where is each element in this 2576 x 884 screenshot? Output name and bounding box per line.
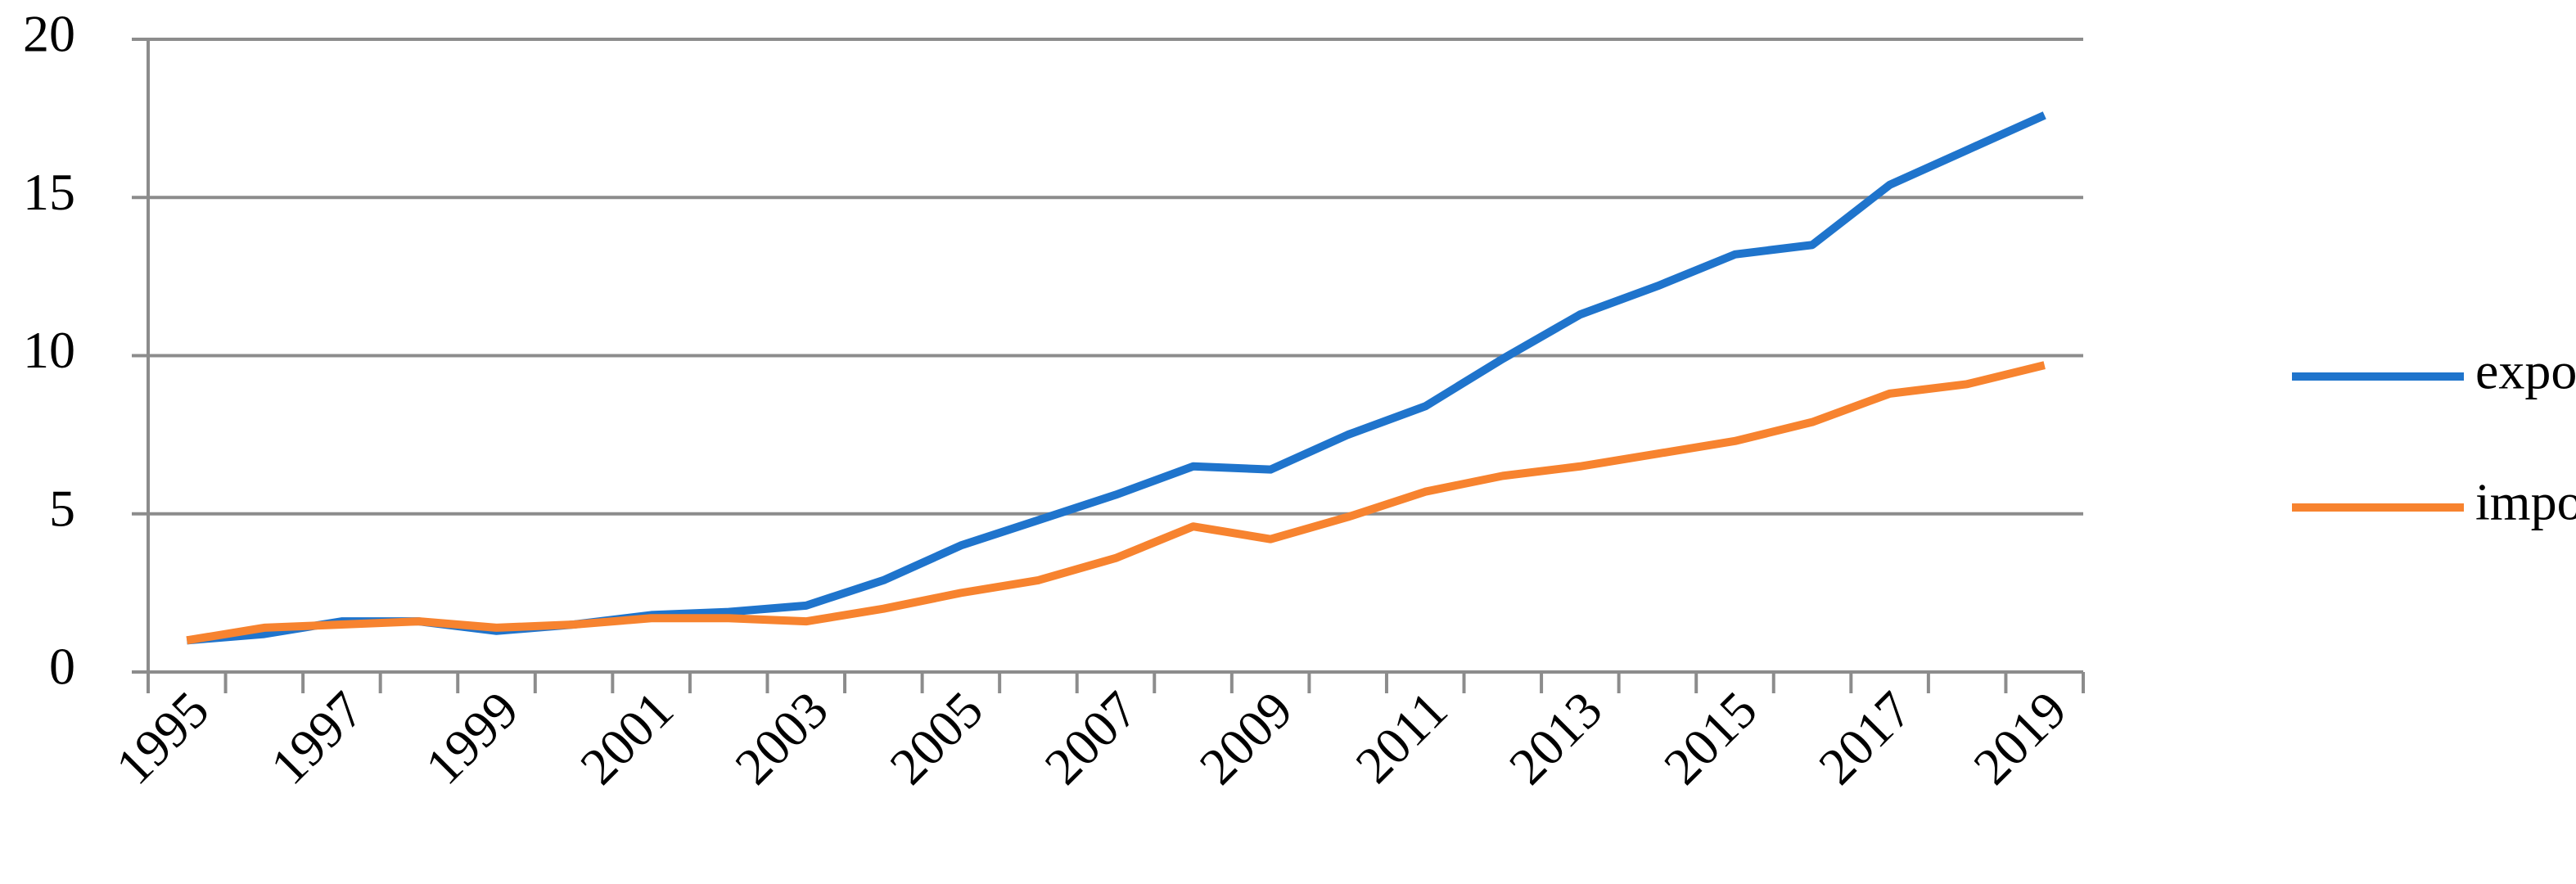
y-tick-label: 10 (23, 321, 75, 379)
x-tick-label: 2013 (1498, 680, 1613, 796)
x-tick-label: 2001 (569, 680, 684, 796)
x-tick-label: 2017 (1807, 680, 1923, 796)
legend-label: export (2475, 342, 2576, 400)
y-tick-label: 20 (23, 5, 75, 63)
x-tick-label: 1999 (414, 680, 530, 796)
x-tick-label: 2009 (1189, 680, 1304, 796)
series-line (186, 361, 2046, 645)
y-tick-label: 5 (49, 479, 75, 537)
x-tick-label: 2011 (1344, 680, 1458, 794)
x-tick-label: 1995 (105, 680, 220, 796)
legend-label: import (2475, 473, 2576, 531)
x-tick-label: 2019 (1962, 680, 2077, 796)
x-tick-label: 1997 (259, 680, 375, 796)
y-tick-label: 0 (49, 638, 75, 696)
x-tick-label: 2003 (724, 680, 839, 796)
y-tick-label: 15 (23, 163, 75, 221)
x-tick-label: 2007 (1034, 680, 1149, 796)
x-tick-label: 2015 (1653, 680, 1768, 796)
x-tick-label: 2005 (878, 680, 994, 796)
